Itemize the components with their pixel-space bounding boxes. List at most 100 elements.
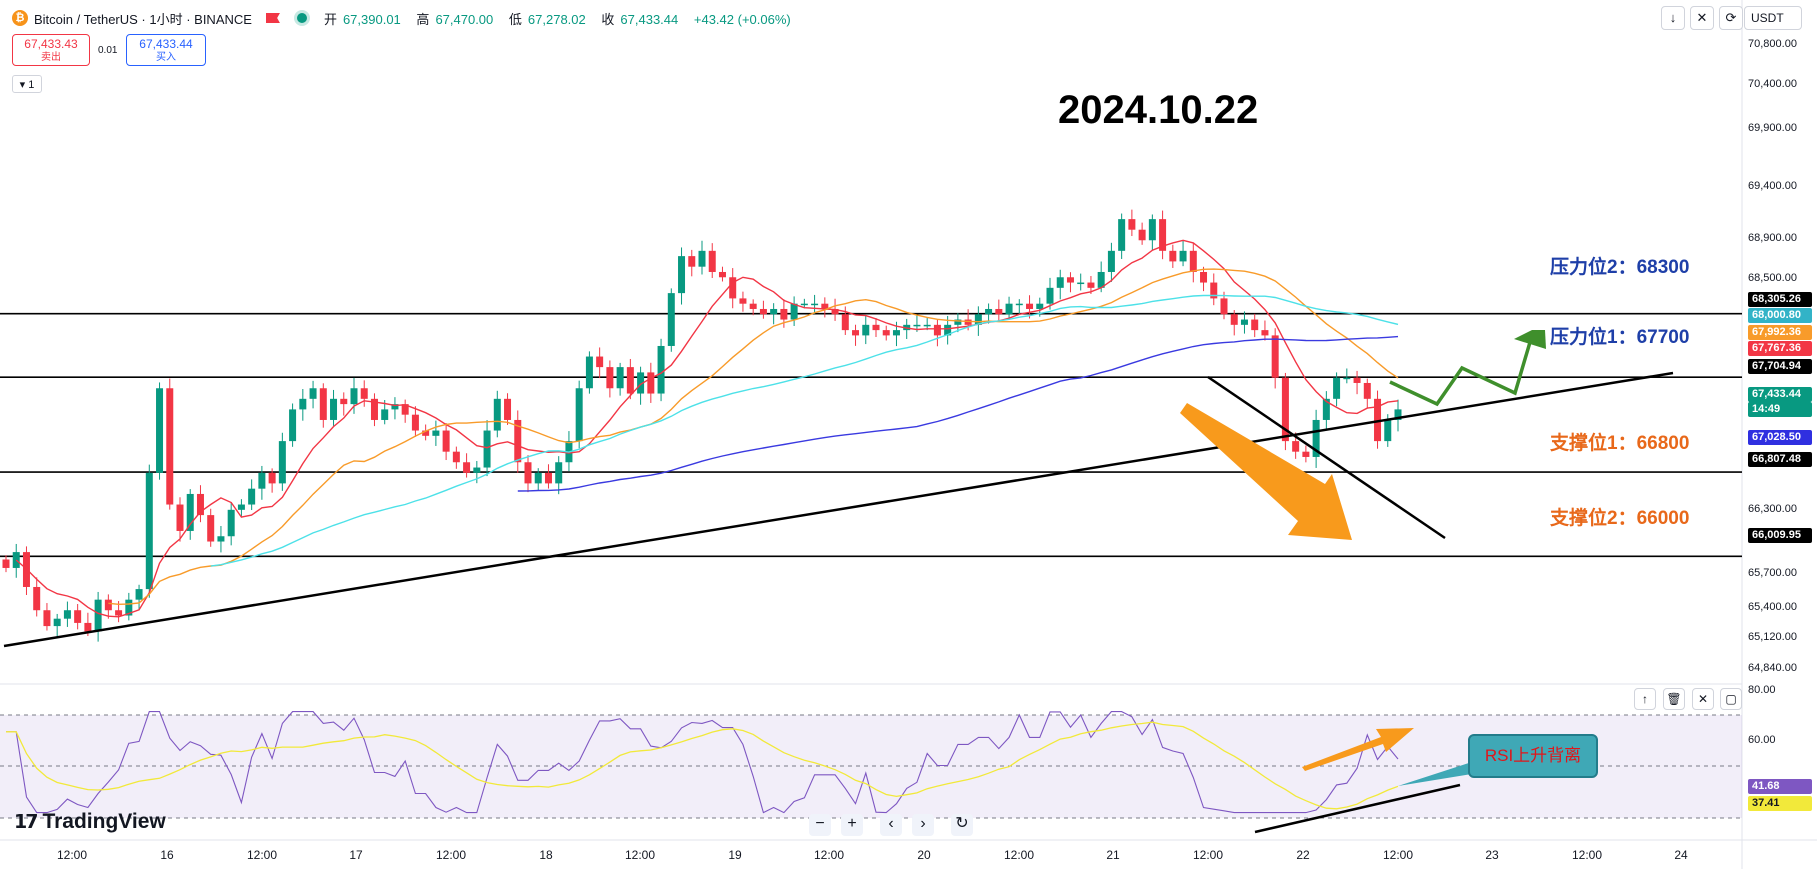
- candle-body: [289, 409, 297, 442]
- ma-long-line: [517, 335, 1399, 492]
- candle-body: [237, 504, 245, 510]
- candle-body: [1148, 219, 1156, 241]
- price-axis-label: 68,500.00: [1748, 272, 1797, 284]
- candle-body: [370, 398, 378, 420]
- candle-body: [1312, 419, 1320, 457]
- candle-body: [954, 319, 962, 325]
- maximize-pane-icon[interactable]: ▢: [1720, 688, 1742, 710]
- candle-body: [330, 398, 338, 420]
- candle-body: [1292, 441, 1300, 452]
- open-value: 67,390.01: [342, 11, 401, 27]
- zoom-out-icon[interactable]: −: [809, 814, 831, 836]
- candle-body: [739, 298, 747, 304]
- candle-body: [1200, 271, 1208, 283]
- candle-body: [432, 430, 440, 436]
- high-value: 67,470.00: [435, 11, 494, 27]
- candle-body: [718, 271, 726, 278]
- candle-body: [166, 388, 174, 505]
- delete-pane-icon[interactable]: 🗑: [1663, 688, 1685, 710]
- candle-body: [892, 330, 900, 336]
- candle-body: [217, 536, 225, 542]
- bearish-arrow-icon: [1180, 403, 1352, 540]
- rsi-value-tag: 41.68: [1748, 779, 1812, 794]
- price-axis-label: 65,700.00: [1748, 567, 1797, 579]
- move-pane-up-icon[interactable]: ↑: [1634, 688, 1656, 710]
- price-axis-label: 64,840.00: [1748, 662, 1797, 674]
- scroll-left-icon[interactable]: ‹: [880, 814, 902, 836]
- candle-body: [759, 308, 767, 315]
- candle-body: [1322, 398, 1330, 420]
- candle-body: [923, 324, 931, 327]
- time-axis-label: 12:00: [246, 848, 278, 862]
- currency-select[interactable]: USDT: [1744, 6, 1802, 30]
- candle-body: [74, 610, 82, 623]
- lots-dropdown[interactable]: ▾ 1: [12, 75, 42, 93]
- price-tag: 67,767.36: [1748, 341, 1812, 356]
- rsi-ma-line: [6, 721, 1399, 810]
- candle-body: [688, 256, 696, 267]
- candle-body: [524, 462, 532, 484]
- projected-path-arrowhead-icon: [1514, 330, 1546, 349]
- close-pane-icon[interactable]: ✕: [1692, 688, 1714, 710]
- candle-body: [596, 356, 604, 368]
- reset-view-icon[interactable]: ↻: [951, 814, 973, 836]
- time-axis-label: 12:00: [1382, 848, 1414, 862]
- candle-body: [268, 472, 276, 484]
- candle-body: [708, 250, 716, 272]
- price-tag: 14:49: [1748, 402, 1812, 417]
- rsi-divergence-callout: RSI上升背离: [1468, 734, 1598, 778]
- candle-body: [790, 303, 798, 320]
- candle-body: [381, 409, 389, 420]
- candle-body: [995, 308, 1003, 315]
- candle-body: [196, 493, 204, 516]
- flag-icon[interactable]: [265, 13, 280, 23]
- candle-body: [391, 404, 399, 410]
- time-axis-label: 21: [1106, 848, 1120, 862]
- rsi-divergence-trendline: [1254, 783, 1461, 834]
- rsi-up-arrow-icon: [1302, 728, 1414, 771]
- candle-body: [1230, 314, 1238, 325]
- candle-body: [1138, 229, 1146, 241]
- candle-body: [729, 277, 737, 299]
- fullscreen-icon[interactable]: ✕: [1690, 6, 1714, 30]
- candle-body: [1169, 250, 1177, 262]
- candle-body: [227, 509, 235, 537]
- ascending-trendline: [3, 371, 1674, 648]
- symbol-title[interactable]: Bitcoin / TetherUS · 1小时 · BINANCE: [34, 11, 252, 27]
- ma-mid-line: [108, 268, 1399, 606]
- spread-value: 0.01: [98, 45, 118, 56]
- candle-body: [53, 618, 61, 627]
- price-tag: 67,028.50: [1748, 430, 1812, 445]
- zoom-in-icon[interactable]: +: [841, 814, 863, 836]
- tradingview-logo[interactable]: 𝟭𝟳 TradingView: [14, 810, 166, 833]
- candle-body: [493, 398, 501, 431]
- candle-body: [698, 250, 706, 267]
- price-tag: 66,009.95: [1748, 528, 1812, 543]
- sell-button[interactable]: 67,433.43 卖出: [12, 34, 90, 66]
- scroll-down-icon[interactable]: ↓: [1661, 6, 1685, 30]
- buy-button[interactable]: 67,433.44 买入: [126, 34, 206, 66]
- candle-body: [514, 419, 522, 463]
- candle-body: [401, 404, 409, 415]
- scroll-right-icon[interactable]: ›: [912, 814, 934, 836]
- reset-chart-icon[interactable]: ⟳: [1719, 6, 1743, 30]
- candle-body: [1107, 250, 1115, 272]
- candle-body: [657, 345, 665, 394]
- time-axis-label: 18: [539, 848, 553, 862]
- candle-body: [1046, 287, 1054, 304]
- time-axis-label: 12:00: [624, 848, 656, 862]
- candle-body: [1384, 419, 1392, 442]
- rsi-callout-pointer: [1398, 760, 1484, 786]
- market-open-status-icon: [293, 10, 310, 26]
- candle-body: [1363, 382, 1371, 399]
- change-value: +43.42 (+0.06%): [693, 11, 791, 27]
- time-axis-label: 23: [1485, 848, 1499, 862]
- candle-body: [483, 430, 491, 468]
- time-axis-label: 12:00: [813, 848, 845, 862]
- tradingview-icon: 𝟭𝟳: [14, 811, 38, 833]
- time-axis-label: 19: [728, 848, 742, 862]
- candle-body: [933, 324, 941, 336]
- sell-label: 卖出: [41, 52, 61, 63]
- ma-slow-line: [210, 294, 1399, 567]
